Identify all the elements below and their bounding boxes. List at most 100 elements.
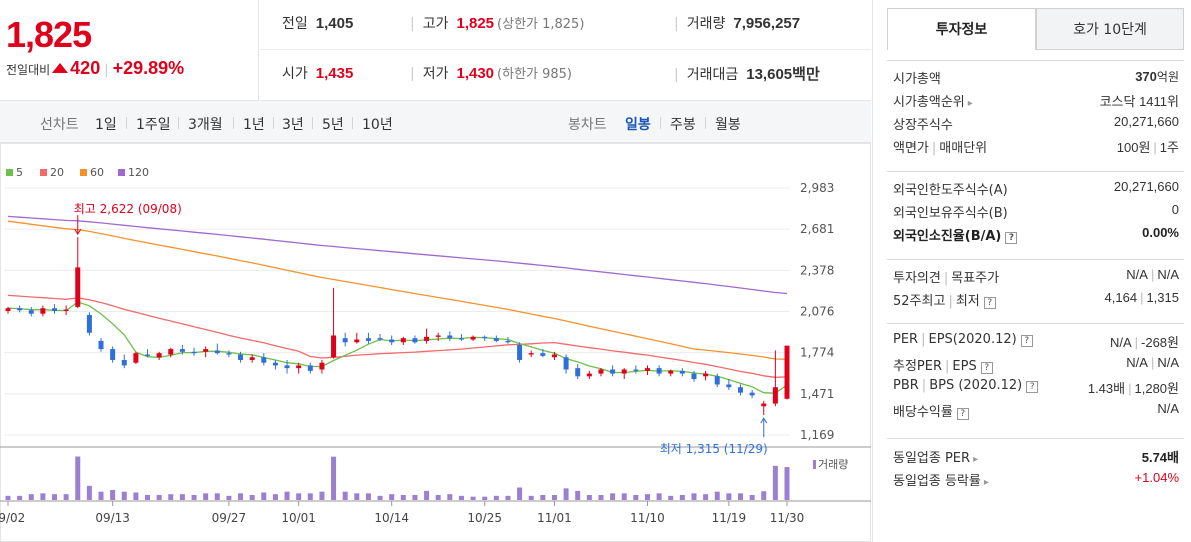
period-3m[interactable]: 3개월	[188, 117, 223, 133]
volume-bar	[75, 456, 81, 500]
candle-body	[226, 353, 232, 355]
volume-bar	[28, 494, 34, 500]
volume-bar	[133, 492, 139, 500]
listed-shares-label: 상장주식수	[893, 118, 953, 133]
volume-bar	[296, 493, 302, 500]
period-1y[interactable]: 1년	[243, 117, 265, 133]
legend-label: 60	[90, 166, 104, 179]
volume-bar	[249, 495, 255, 500]
candle-body	[517, 344, 523, 360]
candle-body	[377, 338, 383, 340]
low-value: 1,430	[456, 65, 495, 82]
w52-value: 4,164 | 1,315	[1104, 290, 1179, 305]
volume-bar	[772, 465, 778, 500]
x-tick-label: 11/10	[630, 511, 665, 525]
info-group-valuation: PER | EPS(2020.12)? N/A | -268원 추정PER | EPS? N/A…	[887, 323, 1184, 421]
ma5-line	[7, 301, 788, 394]
listed-shares-value: 20,271,660	[1113, 114, 1179, 129]
volume-label: 거래량	[686, 16, 726, 32]
help-icon[interactable]: ?	[1020, 335, 1033, 347]
candle-body	[598, 369, 604, 374]
cap-rank-label[interactable]: 시가총액순위 ▸	[893, 91, 973, 110]
candle-body	[98, 340, 104, 350]
volume-bar	[679, 495, 685, 500]
help-icon[interactable]: ?	[1005, 232, 1018, 244]
candle-body	[644, 368, 650, 371]
opinion-label: 투자의견 | 목표주가	[893, 271, 1000, 286]
trade-amount: | 거래대금 13,605백만	[674, 66, 820, 83]
change-amount: 420	[70, 58, 101, 78]
volume-bar	[784, 467, 790, 500]
candle-body	[714, 376, 720, 385]
volume-bar	[121, 491, 127, 500]
candle-body	[551, 354, 557, 358]
period-1d[interactable]: 1일	[95, 117, 117, 133]
market-cap-label: 시가총액	[893, 72, 941, 87]
volume-bar	[412, 495, 418, 500]
ma20-line	[7, 294, 788, 378]
change-label: 전일대비	[6, 63, 51, 77]
candle-body	[575, 368, 581, 377]
volume-bar	[5, 495, 11, 500]
low-label: 저가	[422, 66, 449, 82]
x-tick-label: 10/01	[281, 511, 316, 525]
cap-rank-value: 코스닥 1411위	[1099, 94, 1179, 109]
help-icon[interactable]: ?	[1026, 381, 1039, 393]
x-axis: 09/02 09/13 09/27 10/01 10/14 10/25 11/01 11/10…	[0, 501, 804, 525]
price-chart[interactable]: 5 20 60 120 2,983 2,681 2,378 2,076 1,774 1,471 1…	[0, 143, 871, 542]
candle-body	[121, 359, 127, 366]
eps-val: -268원	[1141, 335, 1179, 350]
legend-swatch	[80, 169, 87, 176]
period-monthly[interactable]: 월봉	[715, 117, 741, 133]
line-chart-label[interactable]: 선차트	[40, 117, 79, 133]
period-5y[interactable]: 5년	[322, 117, 344, 133]
volume-bar	[551, 495, 557, 500]
face-value-label-text: 액면가	[893, 141, 929, 156]
amount-unit: 백만	[792, 66, 820, 83]
tab-investment-info[interactable]: 투자정보	[887, 8, 1036, 50]
help-icon[interactable]: ?	[983, 297, 996, 309]
period-weekly[interactable]: 주봉	[670, 117, 696, 133]
candle-body	[668, 370, 674, 374]
volume-label: 거래량	[818, 458, 848, 471]
volume-bar	[331, 456, 337, 500]
period-10y[interactable]: 10년	[362, 117, 393, 133]
sector-change-value: +1.04%	[1134, 470, 1179, 485]
up-arrow-icon	[52, 63, 69, 73]
chart-period-toolbar: 선차트 1일 1주일 3개월 1년 3년 5년 10년 봉차트 일봉 주봉 월봉	[0, 101, 871, 143]
foreign-ratio-label-text: 외국인소진율(B/A)	[893, 229, 1002, 244]
candle-body	[75, 267, 81, 307]
candle-body	[435, 335, 441, 337]
est-per-value: N/A | N/A	[1126, 355, 1179, 370]
volume-bar	[40, 493, 46, 500]
help-icon[interactable]: ?	[956, 408, 969, 420]
candle-body	[307, 365, 313, 371]
bps-label: BPS (2020.12)	[929, 378, 1023, 393]
candle-chart-label[interactable]: 봉차트	[568, 117, 607, 133]
tab-orderbook[interactable]: 호가 10단계	[1036, 8, 1184, 50]
volume-bar	[563, 488, 569, 500]
volume-bar	[307, 493, 313, 500]
period-daily[interactable]: 일봉	[625, 117, 651, 133]
sector-per-label[interactable]: 동일업종 PER ▸	[893, 447, 978, 466]
volume-bar	[528, 495, 534, 500]
candle-body	[86, 315, 92, 333]
period-1w[interactable]: 1주일	[136, 117, 171, 133]
high-value: 1,825	[456, 15, 495, 32]
sector-change-label[interactable]: 동일업종 등락률 ▸	[893, 470, 989, 489]
w52-high-label: 52주최고	[893, 294, 946, 309]
info-group-sector: 동일업종 PER ▸ 5.74배 동일업종 등락률 ▸ +1.04%	[887, 438, 1184, 490]
est-per-label: 추정PER | EPS?	[893, 355, 993, 374]
per-label-text: PER	[893, 332, 919, 347]
high-price: | 고가 1,825 (상한가 1,825)	[410, 15, 585, 32]
volume-bar	[458, 495, 464, 500]
period-3y[interactable]: 3년	[282, 117, 304, 133]
est-per-label-text: 추정PER	[893, 359, 943, 374]
candle-body	[203, 349, 209, 352]
amount-value: 13,605	[746, 66, 793, 83]
candle-body	[191, 351, 197, 354]
help-icon[interactable]: ?	[980, 362, 993, 374]
pbr-value: 1.43배 | 1,280원	[1087, 381, 1179, 396]
trade-unit-value: 1주	[1159, 140, 1179, 155]
volume-bar	[761, 491, 767, 500]
